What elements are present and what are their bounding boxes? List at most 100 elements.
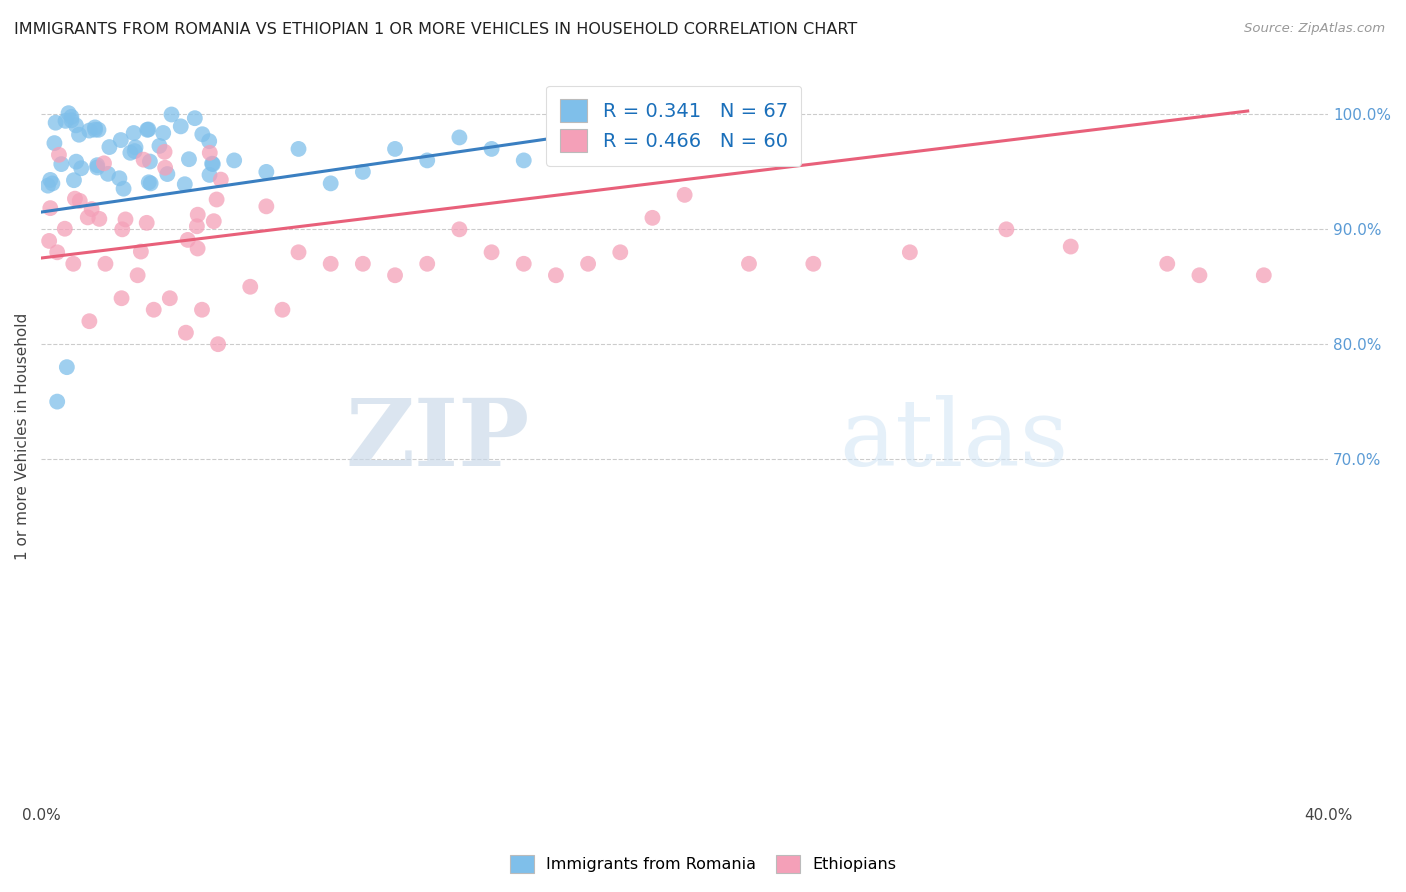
Point <box>46 394 69 409</box>
Point <box>1156 257 1178 271</box>
Point <box>201 157 224 171</box>
Point <box>48 148 70 162</box>
Point <box>129 244 152 259</box>
Point <box>76 211 98 225</box>
Point <box>153 145 176 159</box>
Point <box>65 154 87 169</box>
Point <box>142 302 165 317</box>
Point <box>513 153 536 168</box>
Point <box>641 211 664 225</box>
Point <box>198 168 221 182</box>
Point <box>319 257 342 271</box>
Point <box>110 133 132 147</box>
Point <box>80 202 103 216</box>
Point <box>209 172 232 186</box>
Point <box>122 126 145 140</box>
Point <box>65 119 87 133</box>
Point <box>995 222 1018 236</box>
Point <box>69 194 91 208</box>
Point <box>641 110 664 124</box>
Point <box>159 291 181 305</box>
Point <box>384 142 406 156</box>
Point <box>481 142 503 156</box>
Point <box>271 302 294 317</box>
Point <box>94 257 117 271</box>
Point <box>89 211 111 226</box>
Text: IMMIGRANTS FROM ROMANIA VS ETHIOPIAN 1 OR MORE VEHICLES IN HOUSEHOLD CORRELATION: IMMIGRANTS FROM ROMANIA VS ETHIOPIAN 1 O… <box>14 22 858 37</box>
Point <box>86 161 108 175</box>
Point <box>609 245 631 260</box>
Point <box>138 175 160 189</box>
Point <box>721 106 744 120</box>
Point <box>205 193 228 207</box>
Point <box>156 167 179 181</box>
Point <box>1253 268 1275 283</box>
Point <box>254 199 277 213</box>
Point <box>191 302 214 317</box>
Point <box>67 128 90 142</box>
Text: atlas: atlas <box>839 395 1069 484</box>
Point <box>136 122 159 136</box>
Point <box>153 161 176 175</box>
Point <box>86 158 108 172</box>
Point <box>173 178 195 192</box>
Point <box>84 120 107 135</box>
Point <box>174 326 197 340</box>
Point <box>124 144 146 158</box>
Point <box>120 145 142 160</box>
Point <box>202 214 225 228</box>
Text: Source: ZipAtlas.com: Source: ZipAtlas.com <box>1244 22 1385 36</box>
Point <box>132 153 155 167</box>
Point <box>127 268 149 283</box>
Point <box>287 142 309 156</box>
Point <box>152 126 174 140</box>
Point <box>60 113 83 128</box>
Point <box>38 234 60 248</box>
Point <box>352 257 374 271</box>
Point <box>135 216 157 230</box>
Legend: R = 0.341   N = 67, R = 0.466   N = 60: R = 0.341 N = 67, R = 0.466 N = 60 <box>547 86 801 166</box>
Point <box>138 122 160 136</box>
Point <box>177 233 200 247</box>
Point <box>93 156 115 170</box>
Point <box>39 201 62 215</box>
Point <box>384 268 406 283</box>
Point <box>673 109 696 123</box>
Point <box>37 178 59 193</box>
Point <box>198 134 221 148</box>
Point <box>576 257 599 271</box>
Point <box>449 222 471 236</box>
Point <box>576 142 599 156</box>
Point <box>186 219 208 234</box>
Legend: Immigrants from Romania, Ethiopians: Immigrants from Romania, Ethiopians <box>503 848 903 880</box>
Point <box>801 257 824 271</box>
Point <box>191 127 214 141</box>
Point <box>544 130 567 145</box>
Point <box>45 116 67 130</box>
Point <box>1188 268 1211 283</box>
Point <box>53 221 76 235</box>
Point <box>98 140 121 154</box>
Point <box>70 161 93 176</box>
Point <box>55 113 77 128</box>
Point <box>254 165 277 179</box>
Point <box>148 139 170 153</box>
Point <box>513 257 536 271</box>
Point <box>51 157 73 171</box>
Point <box>124 140 146 154</box>
Point <box>56 360 79 375</box>
Point <box>207 337 229 351</box>
Point <box>39 173 62 187</box>
Point <box>416 153 439 168</box>
Point <box>108 171 131 186</box>
Point <box>79 123 101 137</box>
Point <box>110 291 132 305</box>
Point <box>287 245 309 260</box>
Point <box>87 123 110 137</box>
Y-axis label: 1 or more Vehicles in Household: 1 or more Vehicles in Household <box>15 312 30 559</box>
Point <box>84 122 107 136</box>
Text: ZIP: ZIP <box>346 395 530 484</box>
Point <box>319 177 342 191</box>
Point <box>239 279 262 293</box>
Point <box>1060 239 1083 253</box>
